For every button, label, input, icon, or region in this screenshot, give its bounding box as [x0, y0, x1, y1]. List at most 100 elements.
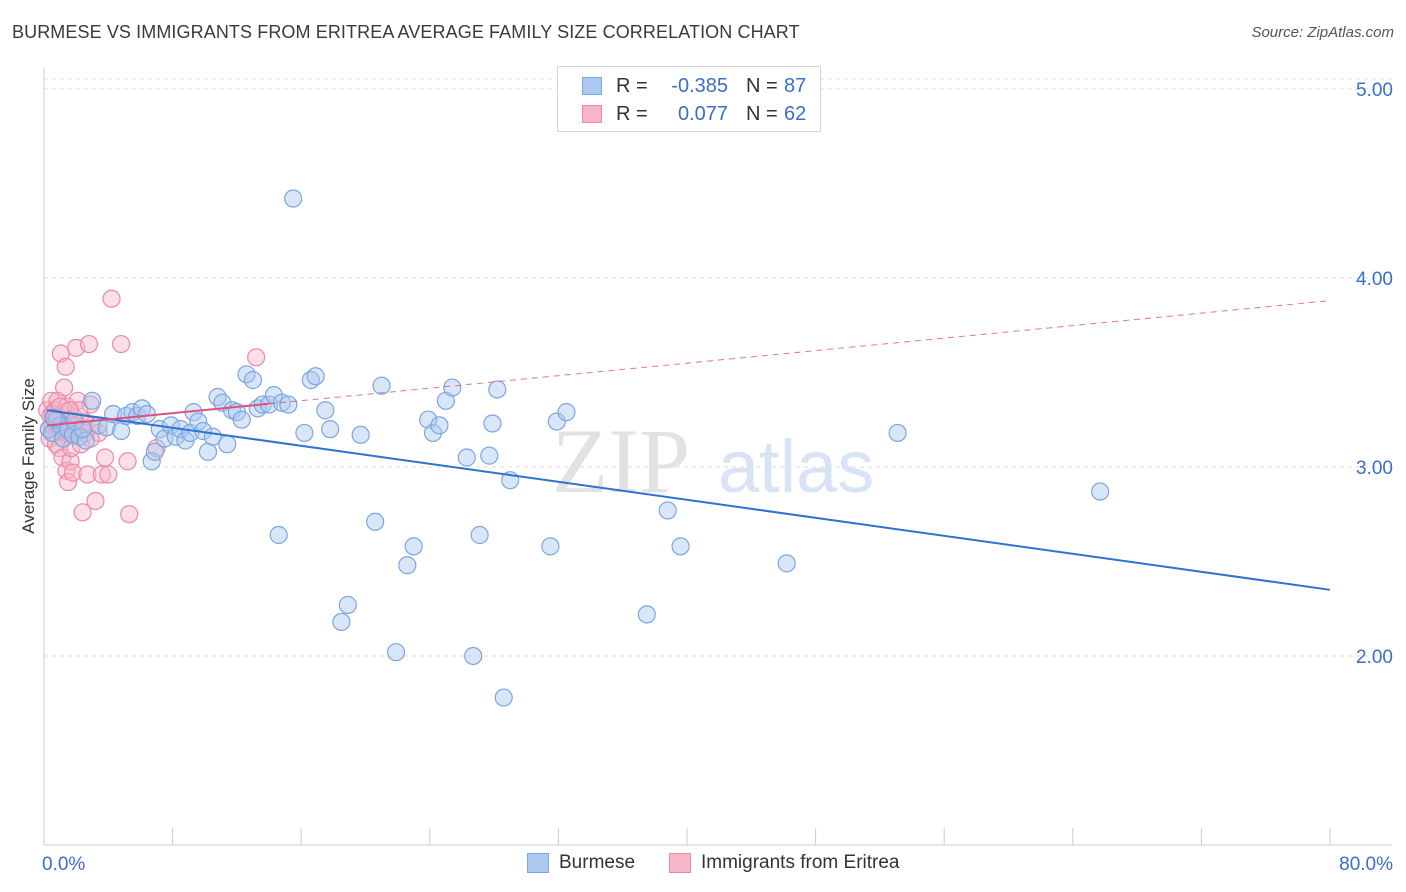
burmese-point	[658, 501, 677, 520]
burmese-trend-line	[47, 409, 1331, 591]
watermark-atlas: atlas	[718, 425, 874, 508]
eritrea-trend-line	[47, 402, 270, 427]
burmese-point	[457, 448, 476, 467]
legend-swatch-blue	[527, 853, 549, 873]
legend-n-value: 87	[784, 74, 807, 97]
burmese-point	[494, 688, 513, 707]
eritrea-point	[79, 334, 99, 354]
burmese-point	[351, 425, 370, 444]
legend-swatch-pink	[582, 105, 602, 123]
burmese-point	[316, 401, 335, 420]
legend-swatch-blue	[582, 77, 602, 95]
tick-labels: 2.00 3.00 4.00 5.00 0.0% 80.0%	[42, 80, 1393, 875]
burmese-point	[480, 446, 499, 465]
legend-n-value: 62	[784, 102, 807, 125]
eritrea-point	[78, 465, 97, 484]
eritrea-trend-extension	[269, 300, 1331, 405]
legend-row-burmese: R = -0.385 N = 87	[582, 74, 806, 98]
burmese-point	[386, 643, 406, 662]
eritrea-point	[99, 465, 118, 484]
burmese-point	[145, 442, 165, 461]
burmese-point	[637, 605, 656, 624]
burmese-point	[888, 423, 907, 443]
legend-r-value: -0.385	[671, 74, 728, 97]
burmese-point	[470, 525, 489, 545]
burmese-point	[112, 421, 131, 441]
burmese-point	[777, 554, 796, 573]
y-tick-label: 3.00	[1356, 458, 1393, 479]
y-tick-label: 4.00	[1356, 269, 1393, 290]
burmese-point	[137, 404, 156, 424]
axes	[43, 68, 1392, 846]
legend-r-value: 0.077	[677, 102, 728, 125]
burmese-point	[161, 416, 181, 435]
watermark-zip: ZIP	[552, 410, 690, 512]
legend-label-burmese: Burmese	[559, 852, 636, 873]
y-axis-title: Average Family Size	[19, 378, 38, 534]
burmese-point	[372, 376, 391, 395]
burmese-point	[218, 435, 237, 454]
burmese-point	[430, 416, 449, 435]
y-tick-label: 2.00	[1356, 647, 1393, 668]
burmese-point	[232, 410, 251, 429]
burmese-point	[44, 408, 63, 427]
legend-n-label: N =	[746, 74, 778, 97]
burmese-point	[189, 412, 208, 431]
legend-r-label: R =	[616, 74, 648, 97]
burmese-point	[443, 378, 462, 397]
burmese-point	[269, 525, 288, 545]
eritrea-point	[63, 463, 83, 482]
burmese-point	[284, 189, 303, 208]
burmese-points	[39, 189, 1110, 707]
eritrea-point	[102, 289, 121, 308]
eritrea-point	[118, 452, 137, 471]
x-tick-label: 0.0%	[42, 854, 85, 875]
x-tick-label: 80.0%	[1339, 854, 1393, 875]
eritrea-point	[56, 357, 75, 376]
series-legend: Burmese Immigrants from Eritrea	[0, 852, 1406, 878]
eritrea-point	[57, 461, 76, 480]
burmese-point	[279, 395, 298, 414]
burmese-point	[557, 403, 576, 422]
eritrea-point	[95, 448, 115, 467]
burmese-point	[398, 556, 417, 575]
y-tick-label: 5.00	[1356, 80, 1393, 101]
burmese-point	[671, 537, 690, 556]
eritrea-point	[120, 505, 139, 524]
eritrea-point	[61, 452, 80, 471]
burmese-point	[464, 646, 483, 666]
legend-item-eritrea[interactable]: Immigrants from Eritrea	[669, 852, 899, 874]
burmese-point	[54, 429, 73, 448]
burmese-point	[1091, 482, 1110, 501]
burmese-point	[423, 423, 443, 443]
burmese-point	[76, 431, 95, 450]
watermark: ZIP atlas	[552, 410, 874, 512]
legend-swatch-pink	[669, 853, 691, 873]
legend-n-label: N =	[746, 102, 778, 125]
eritrea-point	[73, 503, 92, 522]
burmese-point	[366, 512, 385, 531]
eritrea-point	[86, 491, 105, 511]
stats-legend: R = -0.385 N = 87 R = 0.077 N = 62	[557, 66, 821, 132]
legend-row-eritrea: R = 0.077 N = 62	[582, 102, 806, 126]
burmese-point	[306, 367, 325, 386]
burmese-point	[338, 595, 357, 615]
burmese-point	[73, 420, 92, 439]
source-label: Source: ZipAtlas.com	[1251, 24, 1394, 41]
burmese-point	[321, 420, 340, 439]
eritrea-point	[59, 472, 78, 492]
burmese-point	[488, 380, 507, 399]
burmese-point	[83, 391, 102, 410]
chart-title: BURMESE VS IMMIGRANTS FROM ERITREA AVERA…	[12, 22, 800, 42]
legend-r-label: R =	[616, 102, 648, 125]
legend-label-eritrea: Immigrants from Eritrea	[701, 852, 900, 873]
eritrea-point	[247, 348, 266, 367]
burmese-point	[208, 387, 227, 407]
burmese-point	[483, 414, 502, 433]
burmese-point	[243, 370, 263, 390]
burmese-point	[332, 612, 351, 632]
trend-lines	[47, 300, 1331, 591]
burmese-point	[547, 412, 566, 431]
legend-item-burmese[interactable]: Burmese	[527, 852, 635, 874]
